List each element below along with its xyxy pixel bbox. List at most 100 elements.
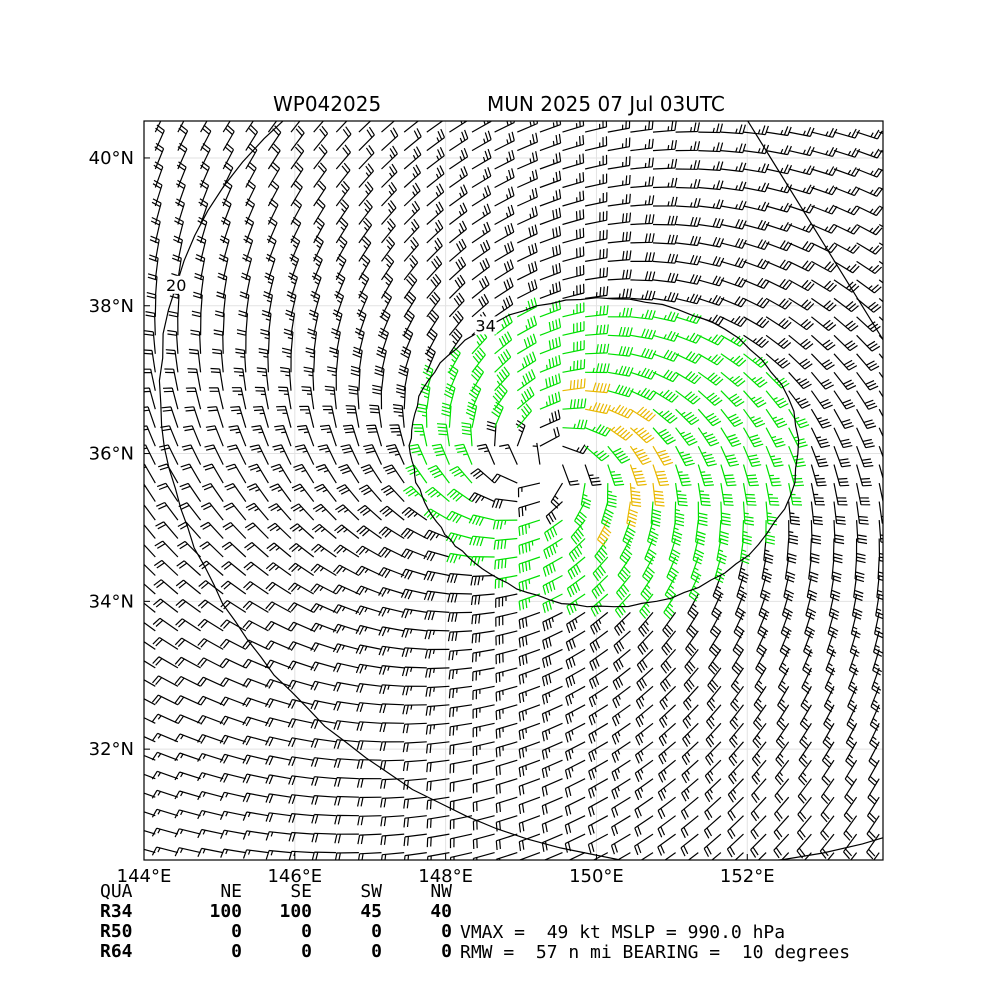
wind-barb [267,180,280,207]
wind-barb [403,291,417,318]
wind-barb [821,759,835,786]
wind-barb [658,759,676,783]
wind-barb [423,590,450,601]
wind-barb [518,685,541,704]
wind-barb [675,332,702,344]
wind-barb [235,348,247,373]
wind-barb [402,685,427,696]
wind-barb [470,574,495,586]
wind-barb [720,445,740,467]
wind-barb [820,815,835,841]
wind-barb [258,348,269,373]
wind-barb [210,367,224,391]
wind-barb [471,257,491,281]
wind-barb [652,272,679,284]
wind-barb [743,353,769,368]
wind-barb [616,575,631,601]
wind-barb [686,612,699,639]
wind-barb [680,796,699,820]
wind-barb [313,253,323,281]
wind-barb [690,556,702,584]
wind-barb [675,293,702,305]
wind-barb [281,347,292,373]
wind-barb [333,758,359,768]
wind-barb [594,538,609,564]
wind-barb [424,486,450,503]
table-cell: 0 [371,941,382,962]
wind-barb [332,604,360,614]
wind-barb [242,735,269,746]
wind-barb [389,424,405,447]
wind-barb [495,741,518,758]
wind-barb [720,315,747,328]
wind-barb [607,326,633,337]
wind-barb [516,333,537,355]
wind-barb [634,815,654,837]
wind-barb [784,556,796,583]
wind-barb [856,260,883,275]
wind-barb [332,623,360,634]
wind-barb [743,297,770,309]
row-label: R34 [100,901,133,922]
wind-barb [461,422,473,447]
wind-barb [709,612,722,639]
wind-barb [697,408,722,427]
wind-barb [539,207,562,226]
wind-barb [426,237,443,262]
wind-barb [426,833,450,848]
wind-barb [833,427,853,449]
y-tick-label: 34°N [89,591,134,612]
wind-barb [268,503,292,521]
wind-barb [647,519,659,547]
wind-barb [280,366,292,391]
wind-barb [565,685,586,706]
wind-barb [222,143,235,170]
wind-barb [403,778,427,790]
wind-barb [652,196,678,207]
wind-barb [242,658,269,669]
wind-barb [146,292,157,317]
wind-barb [200,521,224,539]
wind-barb [144,660,156,669]
wind-barb [225,463,247,484]
wind-barb [358,199,373,225]
wind-barb [855,538,866,564]
wind-barb [570,519,586,545]
wind-barb [454,443,473,465]
wind-barb [788,241,815,253]
wind-barb [856,129,883,140]
wind-barb [423,550,450,562]
wind-barb [356,525,382,539]
wind-barb [698,180,724,191]
wind-barb [144,543,156,558]
wind-barb [657,778,676,801]
wind-barb [198,580,224,595]
wind-barb [245,143,258,170]
wind-barb [611,815,631,836]
wind-barb [197,676,224,687]
wind-barb [379,703,405,714]
wind-barb [849,630,860,658]
wind-barb [423,529,450,541]
wind-barb [424,629,450,640]
wind-barb [249,444,269,465]
wind-barb [242,678,269,688]
wind-barb [796,815,812,841]
wind-barb [811,316,837,331]
wind-barb [517,279,538,299]
wind-barb [287,621,314,632]
wind-barb [144,698,156,706]
wind-barb [272,444,292,465]
wind-barb [518,630,541,648]
wind-barb [494,331,513,355]
wind-barb [634,833,654,856]
wind-barb [589,630,609,653]
wind-barb [264,659,292,670]
wind-barb [441,402,452,428]
wind-barb [355,585,382,596]
wind-barb [288,794,314,804]
wind-barb [495,833,518,851]
wind-barb [788,520,799,545]
wind-barb [287,582,314,595]
wind-barb [155,521,179,539]
